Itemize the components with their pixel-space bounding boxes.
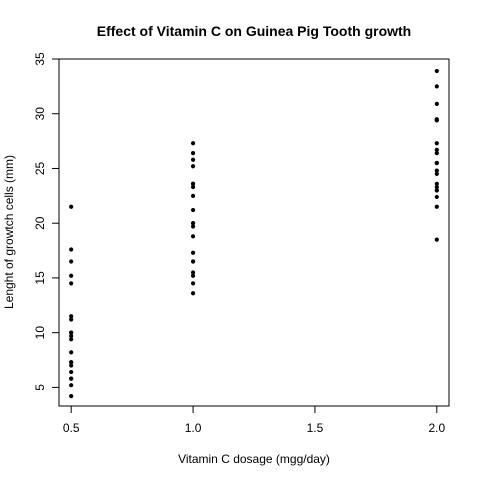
- y-tick-label: 10: [33, 326, 47, 340]
- data-point: [69, 394, 74, 399]
- data-point: [434, 237, 439, 242]
- data-point: [190, 281, 196, 286]
- data-point: [190, 221, 196, 226]
- y-tick-label: 20: [33, 216, 47, 230]
- data-points: [69, 68, 439, 399]
- data-point: [190, 141, 196, 146]
- y-axis: 5 10 15 20 25 30 35: [33, 52, 60, 391]
- data-point: [69, 259, 74, 264]
- data-point: [69, 350, 74, 355]
- data-point: [190, 151, 196, 156]
- data-point: [190, 259, 196, 264]
- data-point: [190, 207, 196, 213]
- y-axis-label: Lenght of growtch cells (mm): [2, 155, 16, 309]
- data-point: [69, 333, 74, 339]
- data-point: [190, 193, 196, 198]
- data-point: [69, 317, 74, 322]
- data-point: [190, 184, 196, 190]
- data-point: [190, 181, 196, 186]
- data-point: [434, 101, 439, 106]
- data-point: [434, 141, 439, 146]
- data-point: [434, 184, 439, 190]
- data-point: [434, 118, 439, 123]
- x-axis: 0.5 1.0 1.5 2.0: [63, 405, 445, 435]
- data-point: [69, 281, 74, 286]
- data-point: [69, 247, 74, 252]
- data-point: [190, 224, 196, 229]
- data-point: [434, 188, 439, 193]
- data-point: [69, 360, 74, 365]
- data-point: [434, 147, 439, 152]
- data-point: [69, 376, 74, 381]
- data-point: [69, 273, 74, 278]
- data-point: [190, 273, 196, 278]
- x-tick-label: 1.5: [307, 421, 324, 435]
- y-tick-label: 30: [33, 107, 47, 121]
- data-point: [190, 164, 196, 169]
- data-point: [434, 181, 439, 186]
- data-point: [69, 330, 74, 335]
- x-axis-label: Vitamin C dosage (mgg/day): [178, 452, 330, 466]
- data-point: [69, 314, 74, 319]
- x-tick-label: 2.0: [428, 421, 445, 435]
- data-point: [434, 204, 439, 209]
- y-tick-label: 25: [33, 161, 47, 175]
- data-point: [434, 68, 439, 74]
- y-tick-label: 15: [33, 271, 47, 285]
- data-point: [69, 337, 74, 342]
- data-point: [434, 160, 439, 166]
- data-point: [190, 250, 196, 255]
- data-point: [190, 291, 196, 296]
- data-point: [434, 168, 439, 173]
- data-point: [69, 369, 74, 375]
- data-point: [190, 234, 196, 239]
- y-tick-label: 35: [33, 52, 47, 66]
- data-point: [434, 194, 439, 200]
- data-point: [69, 383, 74, 388]
- x-tick-label: 1.0: [185, 421, 202, 435]
- data-point: [434, 171, 439, 177]
- plot-box: [58, 58, 450, 407]
- data-point: [434, 151, 439, 156]
- chart-title: Effect of Vitamin C on Guinea Pig Tooth …: [97, 23, 411, 39]
- data-point: [434, 84, 439, 89]
- data-point: [69, 204, 74, 209]
- data-point: [69, 363, 74, 368]
- y-tick-label: 5: [33, 384, 47, 391]
- x-tick-label: 0.5: [63, 421, 80, 435]
- data-point: [190, 270, 196, 275]
- data-point: [190, 157, 196, 162]
